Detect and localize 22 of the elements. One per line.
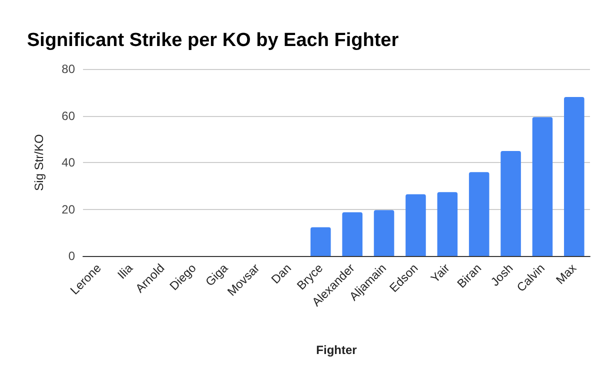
x-tick-label: Giga <box>202 260 231 289</box>
x-tick-label: Max <box>553 261 580 287</box>
bar <box>564 97 584 256</box>
bar <box>310 227 331 256</box>
bar <box>437 192 458 256</box>
chart-title: Significant Strike per KO by Each Fighter <box>27 30 400 51</box>
bar <box>342 212 362 256</box>
y-tick-label: 0 <box>68 249 76 263</box>
x-tick-label: Ilia <box>114 260 136 282</box>
y-tick-label: 80 <box>62 62 76 76</box>
x-tick-label: Dan <box>268 261 294 287</box>
x-tick-label: Yair <box>428 261 452 286</box>
y-axis-title: Sig Str/KO <box>32 134 46 191</box>
bar <box>374 210 394 256</box>
bar <box>500 151 521 256</box>
x-axis-title: Fighter <box>316 343 358 357</box>
bar <box>532 117 553 256</box>
y-tick-label: 60 <box>62 108 76 123</box>
bar <box>468 172 490 256</box>
bar <box>406 194 426 256</box>
y-tick-label: 20 <box>62 202 76 216</box>
y-tick-label: 40 <box>62 156 76 170</box>
